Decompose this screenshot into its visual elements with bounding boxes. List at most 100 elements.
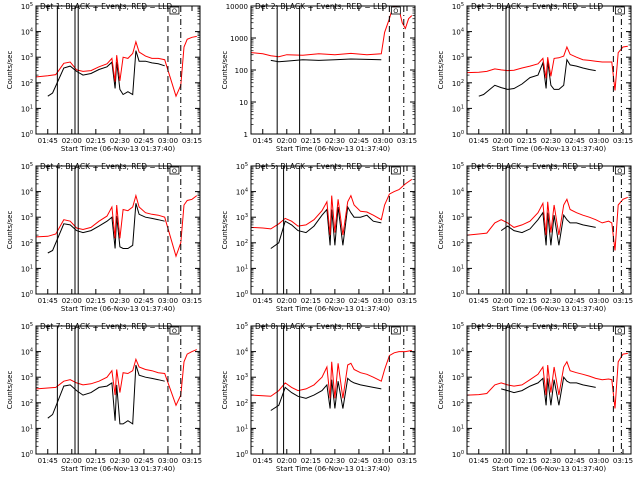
detector-7-ytick-label: 101	[21, 424, 33, 433]
detector-5-plot-frame	[250, 165, 416, 295]
detector-9-ytick-label: 103	[452, 373, 464, 382]
detector-9-xtick-label: 02:15	[517, 457, 537, 465]
detector-5-xtick-label: 02:45	[349, 297, 369, 305]
detector-6-xlabel: Start Time (06-Nov-13 01:37:40)	[492, 305, 606, 313]
detector-4-lld-series-line	[36, 193, 198, 258]
detector-5-xtick-label: 02:00	[277, 297, 297, 305]
detector-6-ytick-label: 105	[452, 162, 464, 171]
detector-6-xtick-label: 02:15	[517, 297, 537, 305]
detector-7-ytick-label: 105	[21, 322, 33, 331]
detector-2-plot-frame	[250, 5, 416, 135]
detector-3-ytick-label: 105	[452, 2, 464, 11]
detector-6-ytick-label: 104	[452, 188, 464, 197]
detector-4-xtick-label: 01:45	[38, 297, 58, 305]
detector-7-chart: 100 101 102 103 104 105 01:45 02:00 02:15 02:30 02…	[6, 322, 202, 473]
detector-8-xtick-label: 02:45	[349, 457, 369, 465]
detector-3-xlabel: Start Time (06-Nov-13 01:37:40)	[492, 145, 606, 153]
detector-2-ytick-label: 1	[244, 131, 248, 139]
detector-7-xtick-label: 02:00	[62, 457, 82, 465]
detector-3-ytick-label: 102	[452, 79, 464, 88]
detector-3-xtick-label: 02:00	[493, 137, 513, 145]
detector-4-xtick-label: 02:15	[86, 297, 106, 305]
detector-4-plot-frame	[35, 165, 201, 295]
detector-1-ylabel: Counts/sec	[6, 51, 14, 90]
detector-3-ytick-label: 104	[452, 28, 464, 37]
detector-2-xtick-label: 02:15	[301, 137, 321, 145]
detector-1-xtick-label: 02:00	[62, 137, 82, 145]
detector-6-events-series-line	[500, 211, 596, 246]
detector-3-xtick-label: 01:45	[469, 137, 489, 145]
detector-5-ytick-label: 105	[236, 162, 248, 171]
detector-5-xtick-label: 01:45	[253, 297, 273, 305]
detector-8-ytick-label: 103	[236, 373, 248, 382]
detector-3-events-series-line	[478, 58, 596, 97]
detector-7-ylabel: Counts/sec	[6, 371, 14, 410]
detector-8-ytick-label: 101	[236, 424, 248, 433]
detector-8-chart: 100 101 102 103 104 105 01:45 02:00 02:15 02:30 02…	[221, 322, 417, 473]
detector-2-event-marker-box	[390, 6, 401, 15]
detector-6-ytick-label: 100	[452, 290, 464, 299]
detector-1-title: Det 1: BLACK = Events, RED = LLD	[40, 2, 172, 11]
detector-8-xtick-label: 02:30	[325, 457, 345, 465]
detector-9-lld-series-line	[467, 352, 628, 409]
detector-7-xtick-label: 02:15	[86, 457, 106, 465]
detector-4-xtick-label: 02:30	[110, 297, 130, 305]
detector-4-xtick-label: 02:00	[62, 297, 82, 305]
detector-6-event-marker-label: O	[617, 167, 622, 175]
detector-5-chart: 100 101 102 103 104 105 01:45 02:00 02:15 02:30 02…	[221, 162, 417, 313]
detector-7-xtick-label: 03:00	[158, 457, 178, 465]
detector-7-plot-frame	[35, 325, 201, 455]
detector-5-event-marker-label: O	[393, 167, 398, 175]
detector-2-ytick-label: 10000	[226, 3, 248, 11]
detector-5-ylabel: Counts/sec	[221, 211, 229, 250]
detector-5-ytick-label: 102	[236, 239, 248, 248]
detector-7-xtick-label: 03:15	[182, 457, 202, 465]
detector-1-ytick-label: 103	[21, 53, 33, 62]
detector-6-xtick-label: 02:30	[541, 297, 561, 305]
detector-2-event-marker-label: O	[393, 7, 398, 15]
detector-5-ytick-label: 101	[236, 264, 248, 273]
detector-5-xlabel: Start Time (06-Nov-13 01:37:40)	[276, 305, 390, 313]
detector-5-xtick-label: 03:00	[373, 297, 393, 305]
detector-7-ytick-label: 100	[21, 450, 33, 459]
detector-1-xtick-label: 01:45	[38, 137, 58, 145]
detector-6-lld-series-line	[467, 196, 628, 251]
detector-8-events-series-line	[270, 377, 382, 411]
detector-4-xtick-label: 03:00	[158, 297, 178, 305]
detector-6-plot-frame	[466, 165, 632, 295]
detector-6-xtick-label: 02:00	[493, 297, 513, 305]
detector-2-xlabel: Start Time (06-Nov-13 01:37:40)	[276, 145, 390, 153]
detector-1-plot-frame	[35, 5, 201, 135]
detector-1-events-series-line	[47, 50, 165, 97]
detector-8-event-marker-box	[390, 326, 401, 335]
detector-9-ytick-label: 101	[452, 424, 464, 433]
detector-7-xtick-label: 02:45	[134, 457, 154, 465]
detector-9-ylabel: Counts/sec	[437, 371, 445, 410]
detector-1-chart: 100 101 102 103 104 105 01:45 02:00 02:15 02:30 02…	[6, 2, 202, 153]
detector-9-event-marker-label: O	[617, 327, 622, 335]
detector-1-lld-series-line	[36, 35, 197, 98]
detector-1-xtick-label: 03:15	[182, 137, 202, 145]
detector-2-ytick-label: 10	[239, 99, 248, 107]
detector-3-ytick-label: 100	[452, 130, 464, 139]
detector-8-ytick-label: 104	[236, 348, 248, 357]
detector-9-ytick-label: 100	[452, 450, 464, 459]
detector-5-xtick-label: 02:30	[325, 297, 345, 305]
detector-9-xtick-label: 02:30	[541, 457, 561, 465]
detector-8-xtick-label: 03:00	[373, 457, 393, 465]
detector-5-title: Det 5: BLACK = Events, RED = LLD	[255, 162, 387, 171]
detector-2-ytick-label: 1000	[230, 35, 248, 43]
detector-1-ytick-label: 105	[21, 2, 33, 11]
detector-8-xtick-label: 02:15	[301, 457, 321, 465]
detector-9-xtick-label: 02:45	[565, 457, 585, 465]
detector-6-chart: 100 101 102 103 104 105 01:45 02:00 02:15 02:30 02…	[437, 162, 633, 313]
detector-6-ylabel: Counts/sec	[437, 211, 445, 250]
detector-1-xtick-label: 02:45	[134, 137, 154, 145]
detector-9-xtick-label: 03:15	[613, 457, 633, 465]
detector-2-events-series-line	[270, 58, 382, 63]
detector-4-xtick-label: 02:45	[134, 297, 154, 305]
detector-3-xtick-label: 02:15	[517, 137, 537, 145]
detector-8-xtick-label: 02:00	[277, 457, 297, 465]
detector-7-xtick-label: 01:45	[38, 457, 58, 465]
detector-4-ytick-label: 100	[21, 290, 33, 299]
